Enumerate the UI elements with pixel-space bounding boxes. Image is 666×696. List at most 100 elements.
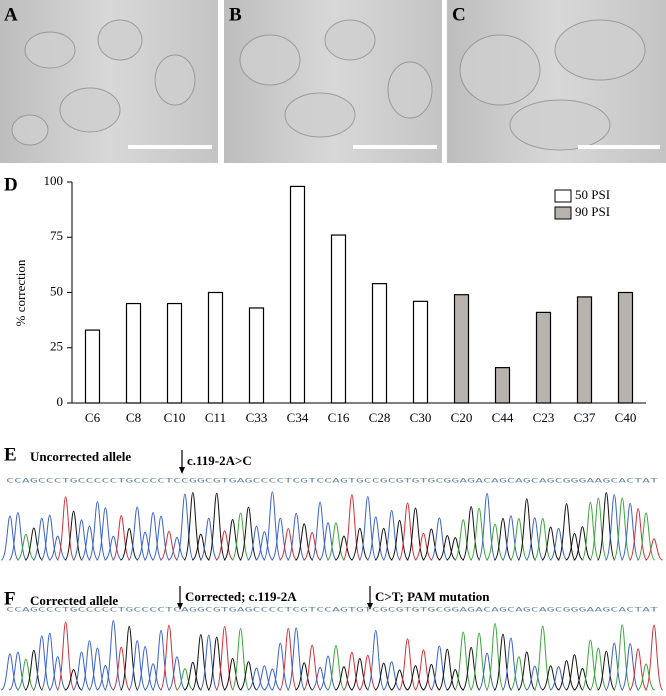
peak — [644, 624, 664, 691]
peak — [207, 636, 226, 691]
peak — [318, 522, 338, 561]
peak — [461, 646, 481, 691]
peak — [72, 519, 91, 561]
sequence: CCAGCCCTGCCCCCTGCCCCTCCGGCGTGAGCCCCTCGTC… — [6, 478, 659, 485]
peak — [509, 656, 529, 691]
peak — [16, 533, 35, 561]
x-tick-label: C33 — [246, 410, 268, 425]
peak — [406, 507, 425, 561]
peak — [263, 668, 282, 691]
bar — [166, 302, 183, 404]
peak — [231, 627, 250, 691]
peak — [422, 528, 441, 561]
peak — [183, 491, 203, 561]
peak — [127, 506, 147, 561]
x-tick-label: C44 — [492, 410, 514, 425]
bar — [617, 291, 634, 404]
peak — [358, 496, 378, 561]
peak — [279, 528, 298, 561]
peak — [589, 497, 608, 561]
peak — [628, 648, 648, 691]
peak — [24, 527, 43, 561]
x-tick-label: C23 — [533, 410, 555, 425]
peak — [231, 512, 250, 561]
peak — [605, 642, 624, 691]
peak — [56, 621, 75, 691]
peak — [112, 515, 131, 561]
peak — [135, 646, 155, 691]
peak — [342, 494, 362, 561]
sequence: CCAGCCCTGCCCCCTGCCCCTCAGGCGTGAGCCCCTCGTC… — [6, 607, 659, 614]
peak — [318, 655, 338, 691]
peak — [40, 514, 59, 561]
peak — [279, 627, 298, 691]
bar — [412, 300, 429, 404]
peak — [271, 642, 290, 691]
x-tick-label: C30 — [410, 410, 432, 425]
arrow-head — [177, 603, 183, 610]
peak — [8, 512, 28, 561]
peak — [183, 661, 202, 691]
peak — [541, 526, 560, 561]
peak — [509, 517, 529, 561]
bar — [207, 291, 224, 404]
peak — [215, 530, 234, 561]
panel-label: D — [4, 174, 18, 195]
peak — [64, 669, 83, 691]
peak — [239, 506, 258, 561]
peak — [398, 638, 417, 691]
peak — [446, 537, 465, 561]
peak — [104, 535, 123, 561]
peak — [374, 662, 393, 691]
bar — [371, 283, 388, 404]
peak — [620, 643, 640, 691]
peak — [430, 517, 449, 561]
peak — [151, 515, 171, 561]
peak — [310, 501, 330, 561]
peak — [334, 666, 353, 691]
bar — [494, 367, 511, 404]
annotation: C>T; PAM mutation — [375, 589, 490, 604]
peak — [406, 665, 425, 691]
peak — [255, 665, 274, 691]
peak — [286, 512, 306, 561]
legend-swatch — [554, 206, 572, 220]
peak — [541, 665, 560, 691]
peak — [446, 669, 465, 691]
peak — [8, 651, 28, 691]
trace-title: Uncorrected allele — [30, 449, 131, 464]
peak — [501, 515, 521, 561]
arrow-head — [179, 467, 185, 474]
peak — [557, 660, 576, 691]
peak — [223, 658, 242, 691]
peak — [48, 535, 67, 561]
annotation: Corrected; c.119-2A — [185, 589, 297, 604]
peak — [326, 645, 346, 691]
peak — [96, 665, 115, 691]
panel-label: C — [452, 4, 466, 25]
peak — [581, 639, 600, 691]
peak — [525, 517, 544, 561]
peak — [557, 503, 576, 561]
peak — [120, 625, 139, 691]
peak — [485, 622, 505, 691]
peak — [366, 516, 385, 561]
peak — [493, 633, 513, 691]
peak — [199, 634, 218, 691]
peak — [16, 658, 35, 691]
micrographs: A B C — [0, 0, 666, 163]
bar — [248, 307, 265, 404]
peak — [493, 518, 513, 561]
peak — [612, 497, 632, 561]
bar — [125, 302, 142, 404]
peak — [302, 644, 322, 691]
peak — [334, 535, 353, 561]
peak — [159, 530, 179, 561]
y-tick-label: 25 — [50, 339, 63, 354]
peak — [430, 645, 449, 691]
peak — [438, 535, 457, 561]
peak — [342, 651, 362, 691]
peak — [645, 538, 663, 561]
peak — [501, 637, 521, 691]
peak — [191, 634, 211, 691]
